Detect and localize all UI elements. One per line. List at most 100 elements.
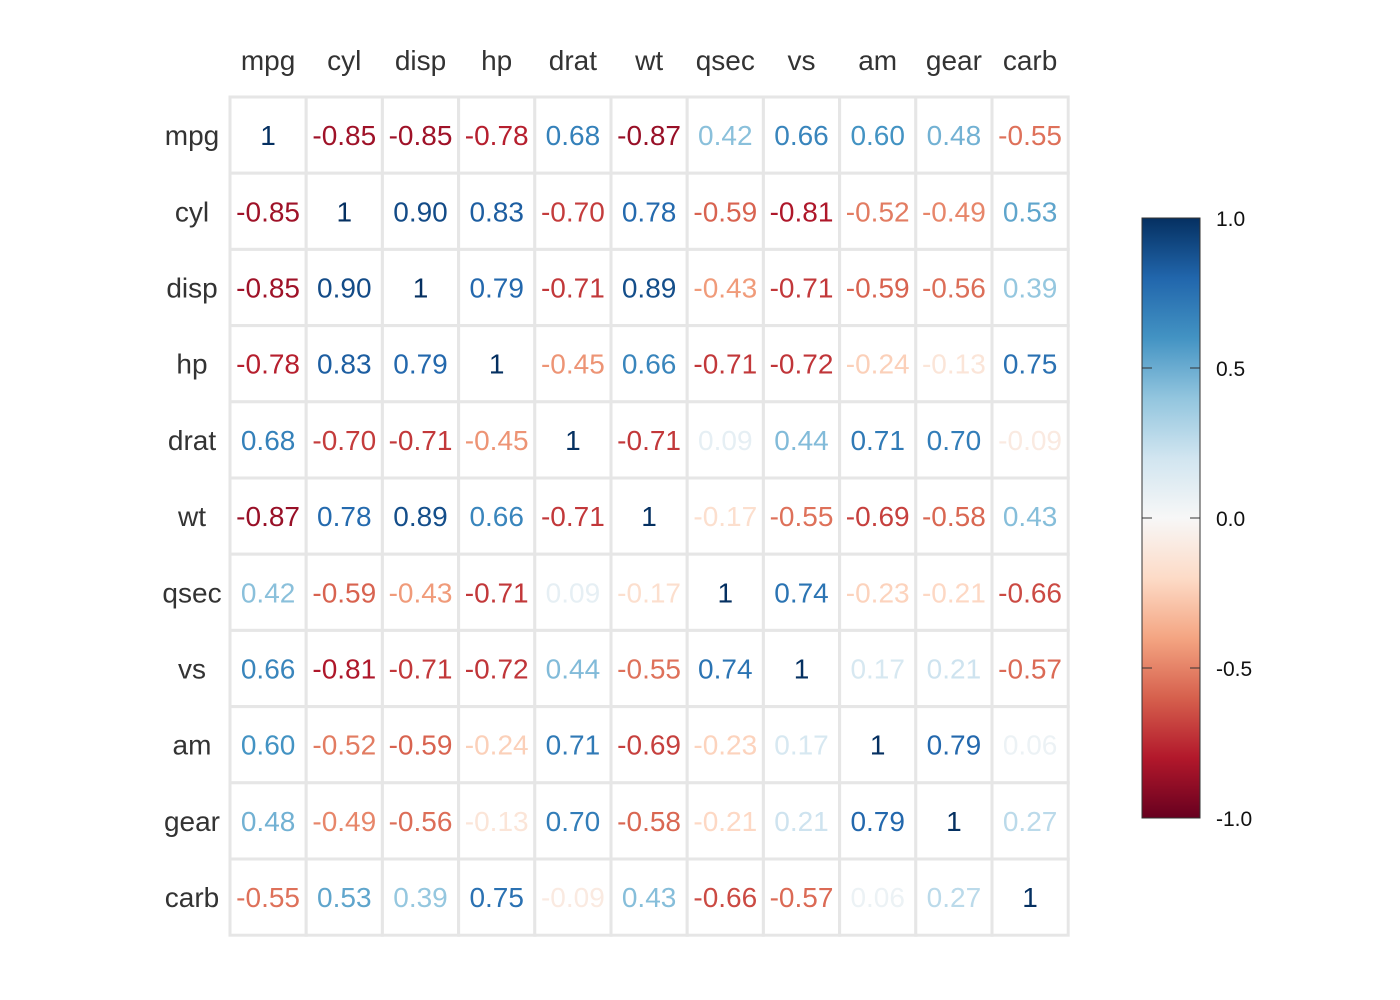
cell-value-mpg-carb: -0.55 bbox=[998, 120, 1062, 151]
cell-value-carb-vs: -0.57 bbox=[770, 882, 834, 913]
cell-value-am-cyl: -0.52 bbox=[312, 730, 376, 761]
row-label-wt: wt bbox=[177, 501, 206, 532]
cell-value-drat-wt: -0.71 bbox=[617, 425, 681, 456]
cell-value-wt-cyl: 0.78 bbox=[317, 501, 372, 532]
cell-value-am-drat: 0.71 bbox=[546, 730, 601, 761]
cell-value-gear-vs: 0.21 bbox=[774, 806, 829, 837]
cell-drat-cyl bbox=[304, 400, 384, 480]
cell-value-am-am: 1 bbox=[870, 730, 886, 761]
row-label-carb: carb bbox=[165, 882, 219, 913]
cell-value-vs-am: 0.17 bbox=[850, 654, 905, 685]
cell-drat-carb bbox=[990, 400, 1070, 480]
cell-value-am-wt: -0.69 bbox=[617, 730, 681, 761]
cell-am-am bbox=[838, 705, 918, 785]
cell-value-gear-am: 0.79 bbox=[850, 806, 905, 837]
cell-value-drat-vs: 0.44 bbox=[774, 425, 829, 456]
cell-vs-drat bbox=[533, 628, 613, 709]
cell-value-drat-hp: -0.45 bbox=[465, 425, 529, 456]
column-label-vs: vs bbox=[788, 45, 816, 76]
cell-value-gear-cyl: -0.49 bbox=[312, 806, 376, 837]
cell-value-disp-disp: 1 bbox=[413, 273, 429, 304]
cell-value-cyl-drat: -0.70 bbox=[541, 196, 605, 227]
cell-am-mpg bbox=[228, 705, 308, 785]
cell-cyl-vs bbox=[761, 171, 842, 251]
cell-value-drat-cyl: -0.70 bbox=[312, 425, 376, 456]
cell-value-cyl-vs: -0.81 bbox=[770, 196, 834, 227]
cell-value-qsec-vs: 0.74 bbox=[774, 577, 829, 608]
cell-hp-am bbox=[838, 324, 918, 404]
cell-value-qsec-drat: 0.09 bbox=[546, 577, 601, 608]
column-label-carb: carb bbox=[1003, 45, 1057, 76]
cell-value-drat-mpg: 0.68 bbox=[241, 425, 296, 456]
cell-am-qsec bbox=[685, 705, 765, 785]
cell-value-qsec-gear: -0.21 bbox=[922, 577, 986, 608]
cell-value-carb-wt: 0.43 bbox=[622, 882, 677, 913]
cell-value-vs-hp: -0.72 bbox=[465, 654, 529, 685]
cell-carb-vs bbox=[761, 857, 842, 937]
row-label-qsec: qsec bbox=[162, 577, 221, 608]
cell-value-cyl-qsec: -0.59 bbox=[693, 196, 757, 227]
column-label-wt: wt bbox=[634, 45, 663, 76]
cell-value-disp-hp: 0.79 bbox=[469, 273, 524, 304]
cell-value-hp-gear: -0.13 bbox=[922, 349, 986, 380]
cell-vs-hp bbox=[457, 628, 537, 709]
cell-value-carb-hp: 0.75 bbox=[469, 882, 524, 913]
column-label-disp: disp bbox=[395, 45, 446, 76]
cell-value-carb-carb: 1 bbox=[1022, 882, 1038, 913]
cell-value-drat-qsec: 0.09 bbox=[698, 425, 753, 456]
cell-carb-drat bbox=[533, 857, 613, 937]
row-label-cyl: cyl bbox=[175, 196, 209, 227]
cell-drat-wt bbox=[609, 400, 689, 480]
correlation-grid: 1 -0.85 -0.85 -0.78 0.68 -0.87 0.42 0.66 0.60 0.4… bbox=[228, 95, 1070, 937]
cell-value-drat-gear: 0.70 bbox=[927, 425, 982, 456]
cell-value-carb-drat: -0.09 bbox=[541, 882, 605, 913]
cell-disp-am bbox=[838, 247, 918, 328]
cell-value-vs-drat: 0.44 bbox=[546, 654, 601, 685]
column-label-hp: hp bbox=[481, 45, 512, 76]
cell-drat-gear bbox=[914, 400, 994, 480]
cell-value-vs-vs: 1 bbox=[794, 654, 810, 685]
cell-value-disp-drat: -0.71 bbox=[541, 273, 605, 304]
cell-drat-mpg bbox=[228, 400, 308, 480]
cell-value-wt-hp: 0.66 bbox=[469, 501, 524, 532]
cell-value-mpg-hp: -0.78 bbox=[465, 120, 529, 151]
cell-value-wt-vs: -0.55 bbox=[770, 501, 834, 532]
cell-value-cyl-am: -0.52 bbox=[846, 196, 910, 227]
cell-value-qsec-cyl: -0.59 bbox=[312, 577, 376, 608]
cell-value-drat-disp: -0.71 bbox=[389, 425, 453, 456]
cell-carb-cyl bbox=[304, 857, 384, 937]
cell-value-carb-mpg: -0.55 bbox=[236, 882, 300, 913]
cell-cyl-disp bbox=[380, 171, 461, 251]
cell-mpg-gear bbox=[914, 95, 994, 175]
cell-value-gear-hp: -0.13 bbox=[465, 806, 529, 837]
cell-disp-mpg bbox=[228, 247, 308, 328]
cell-vs-mpg bbox=[228, 628, 308, 709]
cell-value-qsec-mpg: 0.42 bbox=[241, 577, 296, 608]
row-label-am: am bbox=[173, 730, 212, 761]
cell-value-wt-gear: -0.58 bbox=[922, 501, 986, 532]
cell-cyl-drat bbox=[533, 171, 613, 251]
cell-qsec-carb bbox=[990, 552, 1070, 632]
cell-value-disp-wt: 0.89 bbox=[622, 273, 677, 304]
cell-vs-carb bbox=[990, 628, 1070, 709]
cell-value-disp-gear: -0.56 bbox=[922, 273, 986, 304]
cell-value-drat-drat: 1 bbox=[565, 425, 581, 456]
cell-value-qsec-wt: -0.17 bbox=[617, 577, 681, 608]
cell-value-gear-qsec: -0.21 bbox=[693, 806, 757, 837]
cell-value-hp-drat: -0.45 bbox=[541, 349, 605, 380]
cell-drat-drat bbox=[533, 400, 613, 480]
cell-value-mpg-am: 0.60 bbox=[850, 120, 905, 151]
cell-value-gear-drat: 0.70 bbox=[546, 806, 601, 837]
cell-value-am-qsec: -0.23 bbox=[693, 730, 757, 761]
cell-value-carb-am: 0.06 bbox=[850, 882, 905, 913]
row-label-disp: disp bbox=[166, 273, 217, 304]
cell-cyl-am bbox=[838, 171, 918, 251]
cell-am-vs bbox=[761, 705, 842, 785]
colorbar-tick-label: 0.0 bbox=[1216, 508, 1245, 531]
cell-value-hp-cyl: 0.83 bbox=[317, 349, 372, 380]
cell-value-qsec-qsec: 1 bbox=[718, 577, 734, 608]
cell-value-wt-am: -0.69 bbox=[846, 501, 910, 532]
cell-mpg-carb bbox=[990, 95, 1070, 175]
cell-value-vs-carb: -0.57 bbox=[998, 654, 1062, 685]
column-label-gear: gear bbox=[926, 45, 982, 76]
